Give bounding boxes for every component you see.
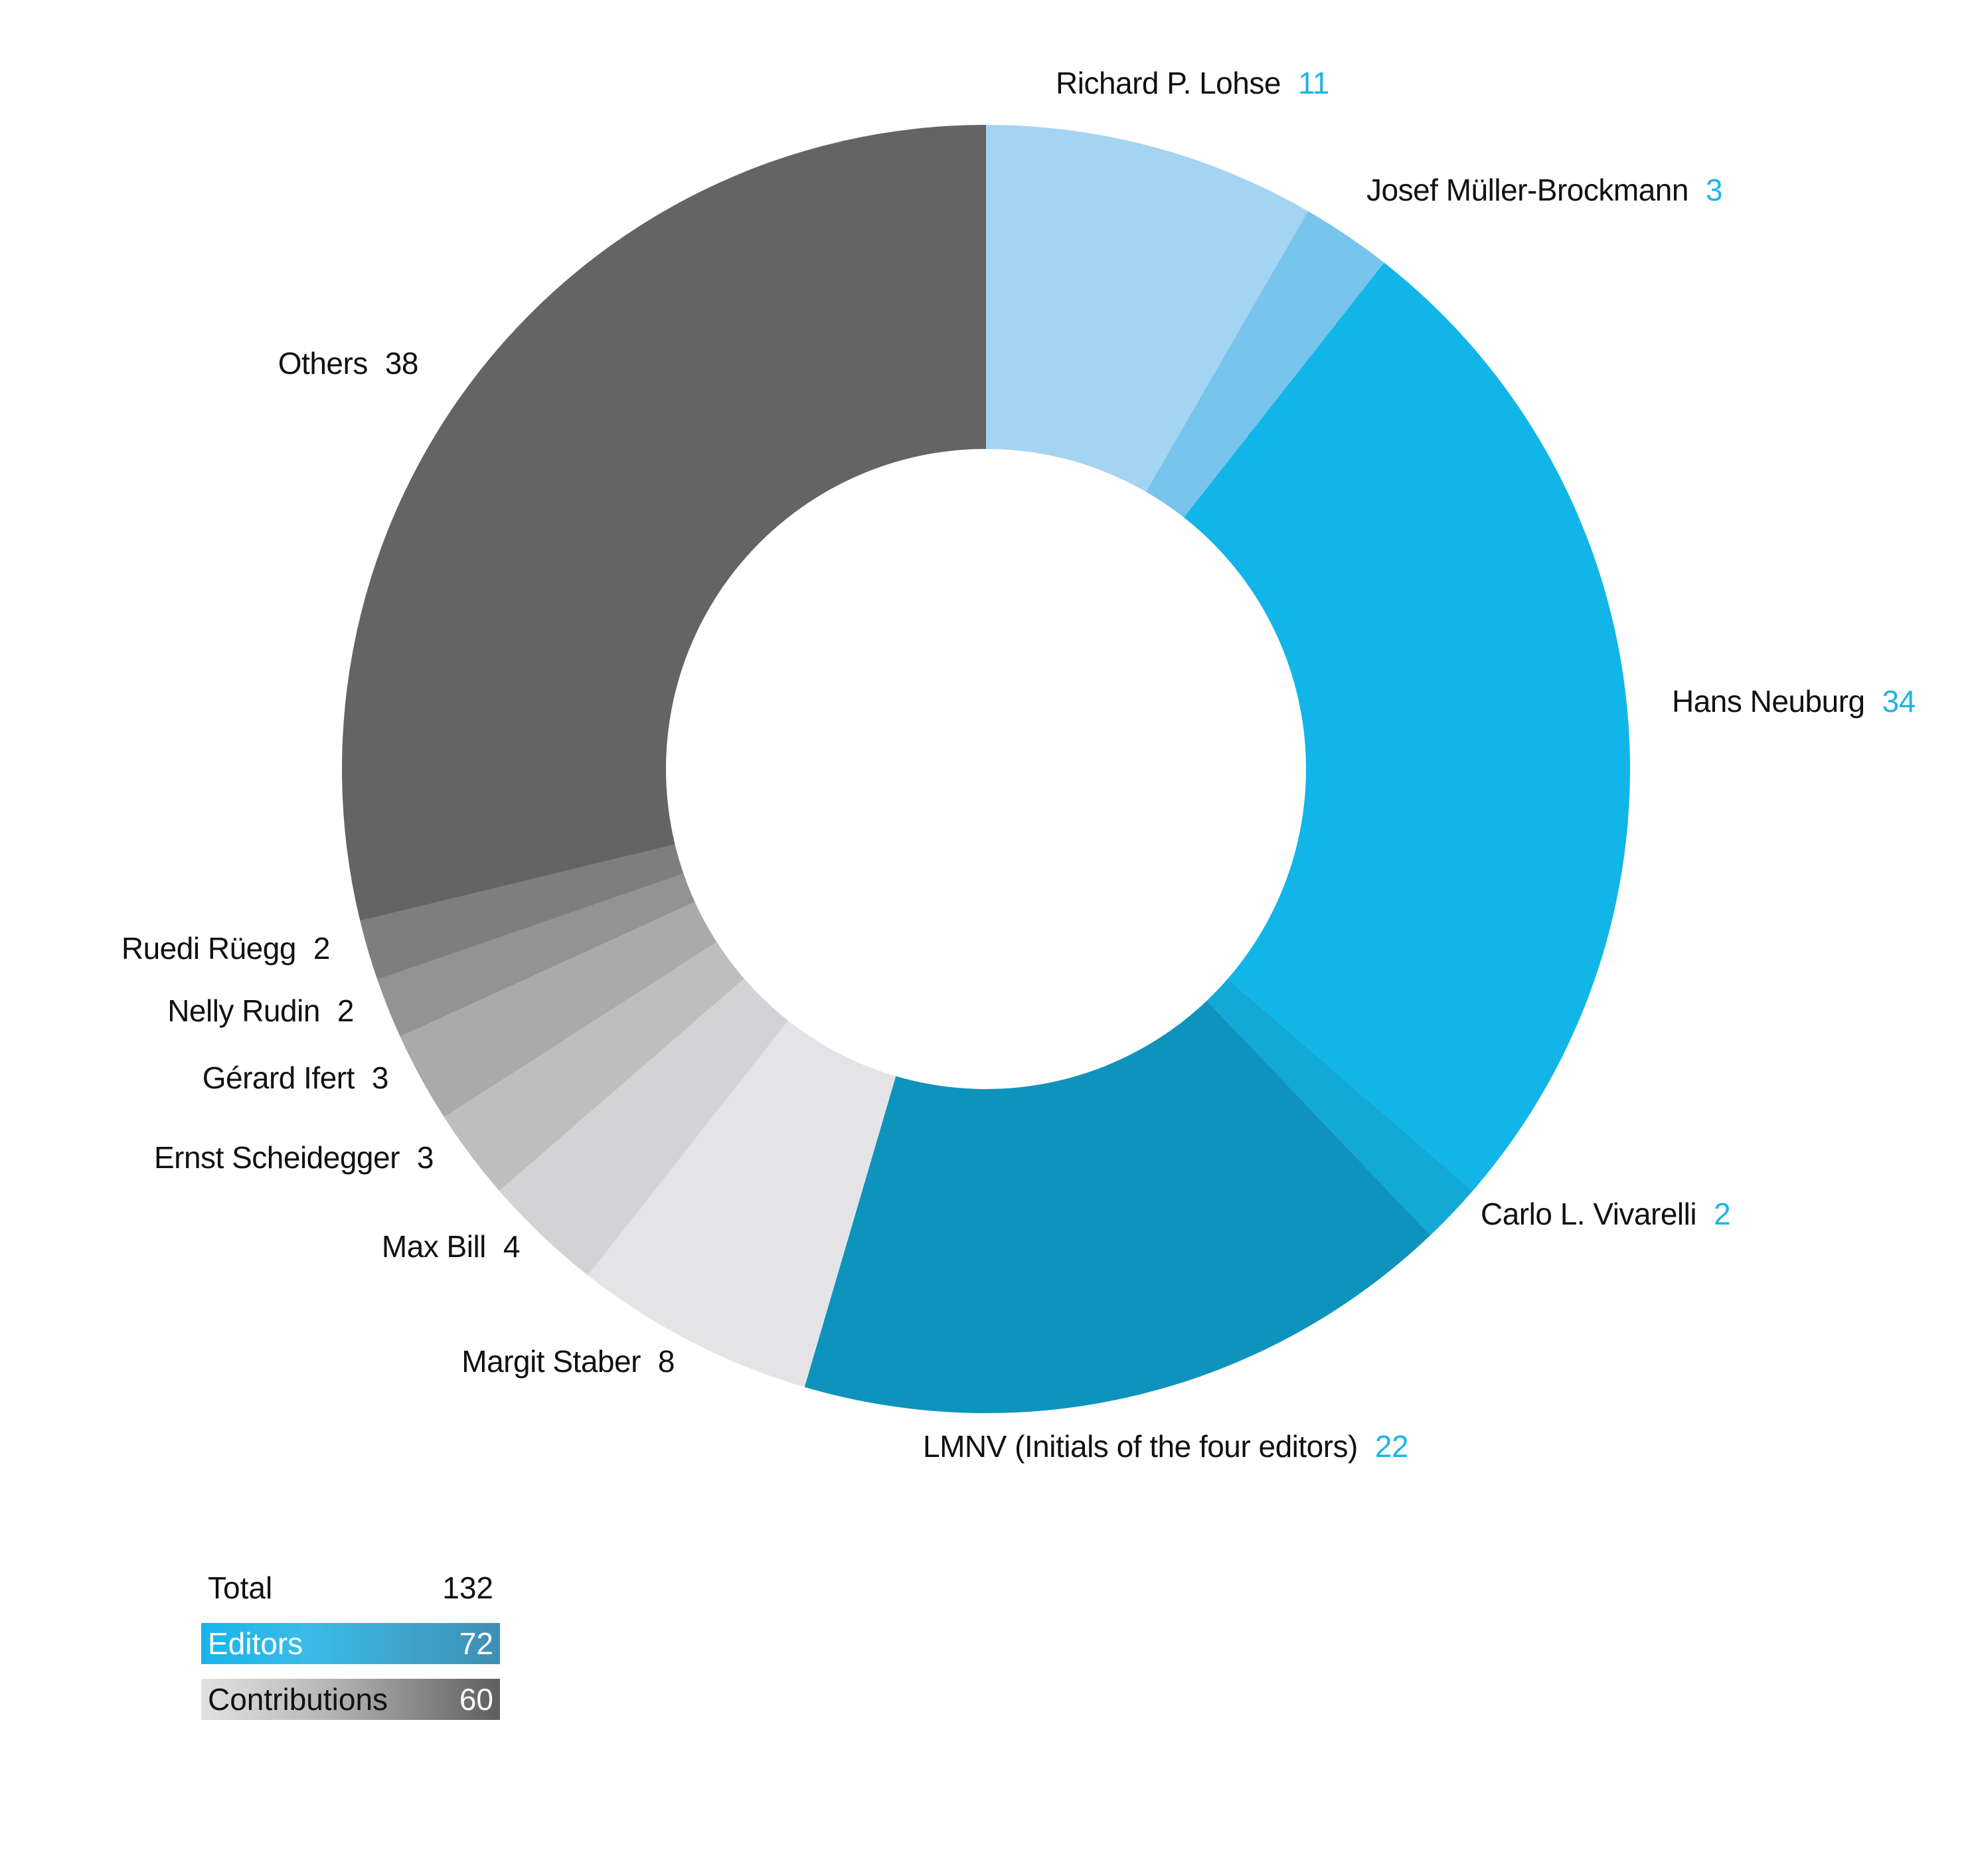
- slice-label-name: Hans Neuburg: [1672, 684, 1865, 719]
- legend-total-label: Total: [208, 1571, 273, 1605]
- slice-label: Nelly Rudin 2: [167, 995, 354, 1026]
- donut-slice: [400, 902, 717, 1118]
- legend: Total 132 Editors 72 Contributions 60: [201, 1567, 500, 1735]
- slice-label-value: 34: [1882, 684, 1916, 719]
- slice-label-value: 38: [384, 346, 419, 381]
- slice-label-value: 2: [1714, 1197, 1731, 1231]
- slice-label-name: Nelly Rudin: [167, 993, 320, 1028]
- donut-slice: [499, 978, 789, 1276]
- donut-slice: [444, 942, 744, 1191]
- donut-slice: [1183, 262, 1631, 1191]
- legend-editors-value: 72: [459, 1626, 493, 1661]
- slice-label-value: 11: [1297, 66, 1329, 100]
- donut-slice: [986, 125, 1308, 492]
- donut-slice: [360, 844, 684, 980]
- donut-slice: [804, 1000, 1431, 1414]
- legend-total-value: 132: [442, 1571, 493, 1605]
- slice-label-name: Josef Müller-Brockmann: [1366, 173, 1688, 207]
- legend-editors-label: Editors: [208, 1626, 303, 1661]
- slice-label-name: LMNV (Initials of the four editors): [923, 1429, 1358, 1464]
- slice-label-value: 8: [657, 1344, 675, 1379]
- legend-contributions-label: Contributions: [208, 1682, 388, 1717]
- slice-label-name: Carlo L. Vivarelli: [1481, 1197, 1697, 1231]
- slice-label: Josef Müller-Brockmann 3: [1366, 173, 1723, 207]
- donut-slice: [377, 873, 695, 1037]
- slice-label-name: Max Bill: [381, 1229, 487, 1264]
- slice-label: Max Bill 4: [381, 1229, 521, 1264]
- legend-contributions-value: 60: [459, 1682, 493, 1717]
- slice-label: Gérard Ifert 3: [202, 1061, 389, 1095]
- slice-label-value: 4: [503, 1229, 521, 1264]
- legend-editors: Editors 72: [201, 1623, 500, 1664]
- slice-label-value: 22: [1374, 1429, 1409, 1464]
- slice-label-name: Gérard Ifert: [202, 1061, 355, 1095]
- slice-label-name: Richard P. Lohse: [1056, 66, 1281, 100]
- slice-label: Ruedi Rüegg 2: [121, 931, 331, 966]
- slice-label: LMNV (Initials of the four editors) 22: [923, 1429, 1409, 1464]
- donut-slice: [341, 125, 986, 921]
- slice-label-value: 3: [371, 1061, 389, 1095]
- slice-label: Hans Neuburg 34: [1672, 686, 1916, 717]
- slice-label-value: 3: [1705, 173, 1723, 207]
- donut-slice: [1146, 211, 1384, 518]
- legend-contributions: Contributions 60: [201, 1679, 500, 1720]
- slice-label-value: 2: [313, 931, 331, 966]
- slice-label: Others 38: [278, 346, 419, 381]
- slice-label-name: Margit Staber: [461, 1344, 641, 1379]
- slice-label: Richard P. Lohse 11: [1056, 68, 1329, 98]
- slice-label: Carlo L. Vivarelli 2: [1481, 1197, 1731, 1231]
- donut-slice: [588, 1020, 896, 1387]
- slice-label-name: Ruedi Rüegg: [121, 931, 297, 966]
- donut-slice: [1206, 978, 1473, 1236]
- slice-label: Ernst Scheidegger 3: [154, 1142, 434, 1173]
- slice-label-value: 3: [416, 1140, 434, 1175]
- slice-label: Margit Staber 8: [461, 1346, 675, 1377]
- slice-label-name: Ernst Scheidegger: [153, 1140, 400, 1175]
- slice-label-name: Others: [278, 346, 369, 381]
- legend-total: Total 132: [201, 1567, 500, 1608]
- slice-label-value: 2: [337, 993, 355, 1028]
